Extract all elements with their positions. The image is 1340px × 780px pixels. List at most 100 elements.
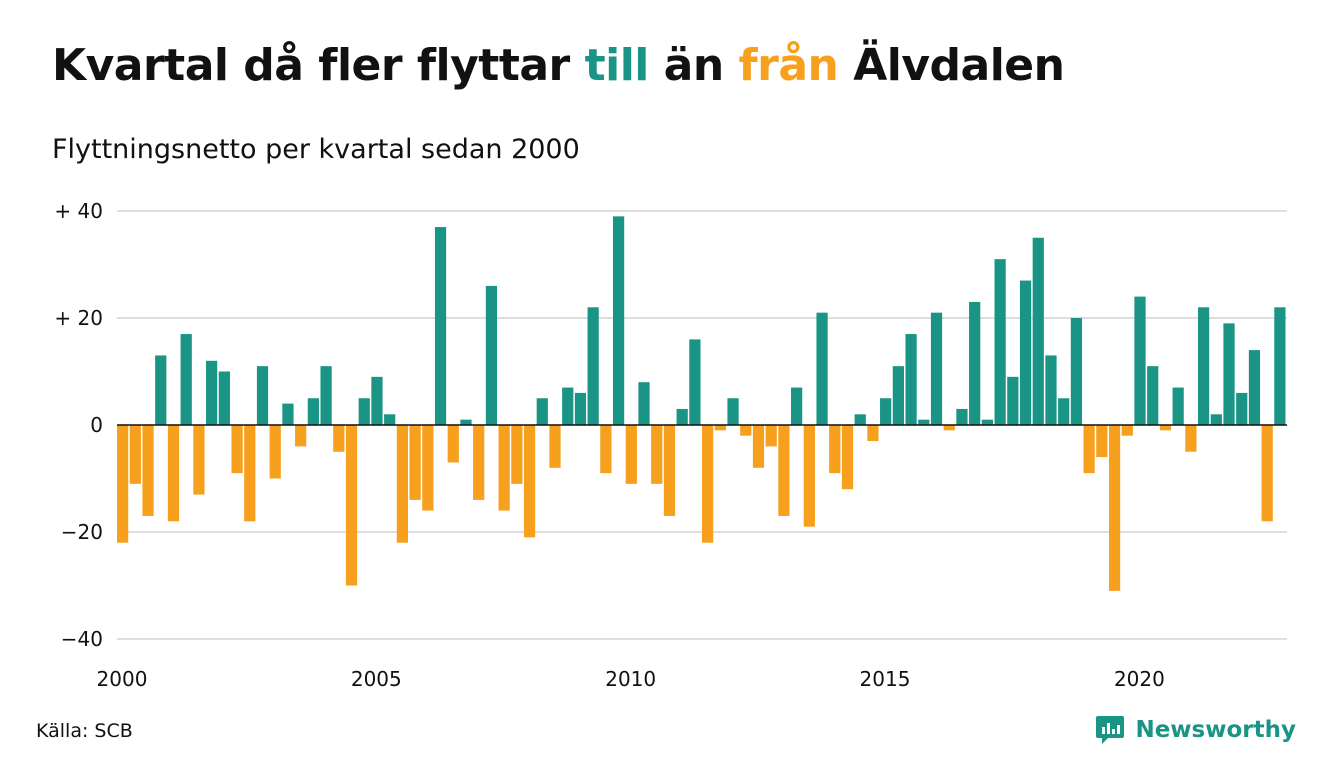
title-part-2: än <box>648 40 739 91</box>
y-tick-label: −20 <box>61 520 103 544</box>
bar <box>1172 387 1184 425</box>
bar <box>269 425 281 479</box>
bar <box>396 425 408 543</box>
bar <box>1108 425 1121 591</box>
newsworthy-logo[interactable]: Newsworthy <box>1095 714 1296 746</box>
bar <box>244 425 256 522</box>
bar <box>676 408 688 425</box>
bar <box>117 425 129 543</box>
bar <box>320 366 332 425</box>
bar <box>1236 392 1248 425</box>
bar <box>727 398 739 425</box>
bar <box>1032 237 1044 425</box>
bar <box>1134 296 1146 425</box>
title-keyword-till: till <box>584 40 650 91</box>
bar <box>384 414 396 425</box>
bar <box>434 227 447 425</box>
bar <box>1070 318 1083 425</box>
bar <box>371 376 383 425</box>
bar <box>422 425 434 511</box>
bar <box>142 425 154 516</box>
bar <box>1019 280 1032 425</box>
bar <box>778 425 790 516</box>
title-part-1: Kvartal då fler flyttar <box>52 40 585 91</box>
bar <box>1197 307 1210 425</box>
bar <box>969 301 981 425</box>
chart-subtitle: Flyttningsnetto per kvartal sedan 2000 <box>52 134 580 165</box>
bar <box>155 355 167 425</box>
bar <box>574 392 587 425</box>
bar <box>1261 425 1273 522</box>
y-axis-ticks: + 40 + 20 0 −20 −40 <box>54 199 103 651</box>
bar <box>1147 366 1159 425</box>
bar <box>333 425 345 452</box>
bar <box>511 425 523 484</box>
y-tick-label: + 20 <box>54 306 103 330</box>
bar <box>663 425 676 516</box>
title-keyword-fran: från <box>738 40 839 91</box>
bar <box>867 425 879 442</box>
bar <box>1083 425 1095 474</box>
bar <box>193 425 205 495</box>
bar <box>854 414 866 425</box>
bar <box>587 307 599 425</box>
bar <box>994 259 1006 425</box>
x-tick-label: 2000 <box>97 667 148 691</box>
bar <box>345 425 358 586</box>
title-part-3: Älvdalen <box>838 40 1065 91</box>
bar <box>358 398 370 425</box>
bar <box>460 419 472 425</box>
bar <box>803 425 815 527</box>
bar <box>282 403 294 425</box>
bar <box>1045 355 1057 425</box>
bar <box>638 382 650 425</box>
bar <box>625 425 637 484</box>
x-tick-label: 2010 <box>605 667 656 691</box>
bar <box>180 334 192 425</box>
bar <box>905 334 917 425</box>
x-tick-label: 2005 <box>351 667 402 691</box>
bar <box>1185 425 1197 452</box>
bar <box>943 425 955 431</box>
bar <box>1121 425 1133 436</box>
bar <box>167 425 180 522</box>
bar <box>562 387 574 425</box>
bar <box>498 425 510 511</box>
bar <box>740 425 752 436</box>
source-note: Källa: SCB <box>36 720 133 742</box>
bar <box>1058 398 1070 425</box>
bar <box>307 398 319 425</box>
y-tick-label: + 40 <box>54 199 103 223</box>
bar <box>485 285 498 425</box>
bar <box>702 425 714 543</box>
bars <box>117 216 1286 591</box>
bar <box>1210 414 1222 425</box>
bar <box>549 425 561 468</box>
bar <box>829 425 841 474</box>
bar <box>409 425 421 500</box>
bar <box>295 425 307 447</box>
bar <box>523 425 536 538</box>
bar <box>1248 350 1261 425</box>
chart-title: Kvartal då fler flyttar till än från Älv… <box>52 40 1065 91</box>
bar <box>981 419 993 425</box>
bar <box>765 425 777 447</box>
x-axis-ticks: 2000 2005 2010 2015 2020 <box>97 667 1165 691</box>
newsworthy-logo-text: Newsworthy <box>1135 717 1296 743</box>
bar <box>714 425 726 431</box>
bar <box>447 425 459 463</box>
bar <box>1007 376 1019 425</box>
bar <box>218 371 230 425</box>
bar <box>752 425 765 468</box>
bar <box>256 366 269 425</box>
bar <box>956 408 968 425</box>
bar <box>930 312 943 425</box>
bar <box>600 425 612 474</box>
bar <box>816 312 828 425</box>
bar <box>536 398 548 425</box>
bar <box>880 398 892 425</box>
bar <box>473 425 485 500</box>
bar <box>1223 323 1235 425</box>
bar <box>612 216 625 425</box>
